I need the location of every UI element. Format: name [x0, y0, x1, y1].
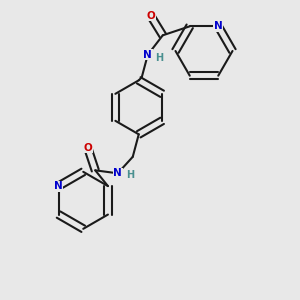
- Text: N: N: [113, 168, 122, 178]
- Text: H: H: [126, 170, 134, 180]
- Text: H: H: [155, 53, 163, 63]
- Text: O: O: [83, 143, 92, 153]
- Text: N: N: [214, 21, 223, 31]
- Text: N: N: [143, 50, 152, 60]
- Text: O: O: [146, 11, 155, 21]
- Text: N: N: [54, 181, 63, 191]
